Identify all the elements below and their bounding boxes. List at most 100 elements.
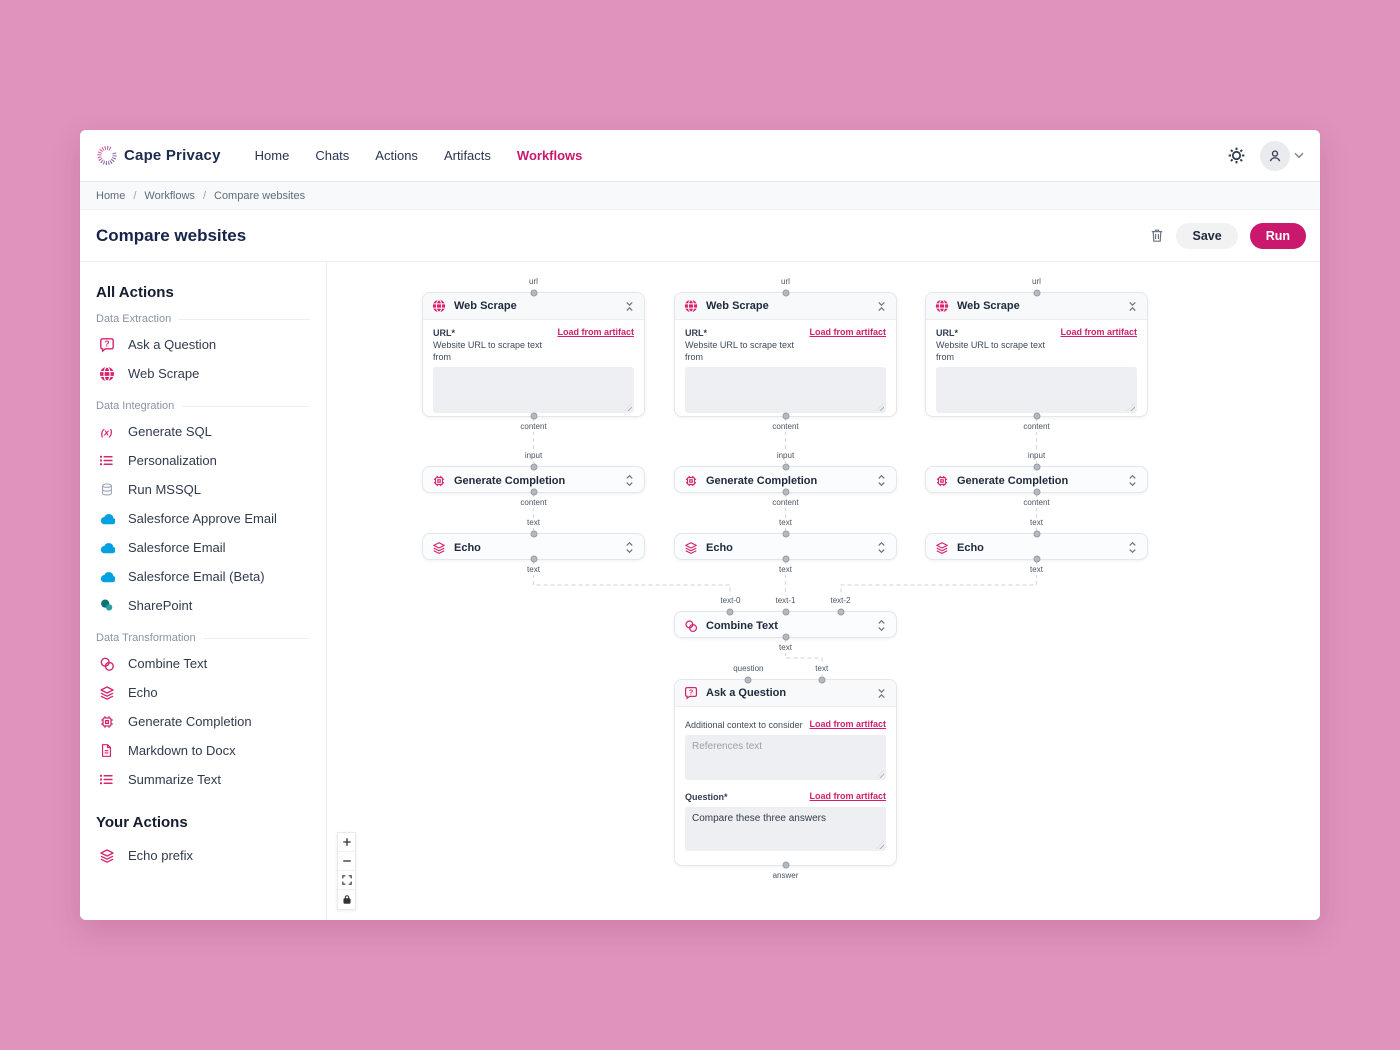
layers-icon [98,684,115,701]
sidebar-item-echo[interactable]: Echo [96,678,310,707]
output-handle[interactable] [782,633,789,641]
expand-node-button[interactable] [624,541,635,554]
output-handle[interactable] [1033,412,1040,420]
expand-node-button[interactable] [624,474,635,487]
nav-artifacts[interactable]: Artifacts [443,148,491,163]
url-textarea[interactable] [936,367,1137,413]
node-combine-text[interactable]: text-0 text-1 text-2 Combine Text text [674,596,897,653]
input-handle[interactable] [782,463,789,471]
run-button[interactable]: Run [1249,222,1306,249]
load-from-artifact-link[interactable]: Load from artifact [809,791,886,801]
input-handle[interactable] [1033,530,1040,538]
input-handle[interactable] [1033,463,1040,471]
expand-node-button[interactable] [876,619,887,632]
input-handle-text-1[interactable] [782,608,789,616]
input-handle-question[interactable] [744,676,752,684]
nav-actions[interactable]: Actions [375,148,418,163]
fit-view-button[interactable] [338,871,355,890]
top-navigation-bar: Cape Privacy Home Chats Actions Artifact… [80,130,1320,182]
collapse-node-button[interactable] [1127,300,1138,313]
sidebar-item-generate-sql[interactable]: Generate SQL [96,417,310,446]
url-textarea[interactable] [685,367,886,413]
node-generate-completion-2[interactable]: input Generate Completion content [674,451,897,508]
url-textarea[interactable] [433,367,634,413]
sidebar-item-salesforce-email-beta[interactable]: Salesforce Email (Beta) [96,562,310,591]
breadcrumb-workflows[interactable]: Workflows [144,189,195,202]
sidebar-item-personalization[interactable]: Personalization [96,446,310,475]
zoom-in-button[interactable] [338,833,355,852]
input-handle-text-2[interactable] [837,608,845,616]
output-handle[interactable] [782,412,789,420]
sidebar-item-salesforce-approve-email[interactable]: Salesforce Approve Email [96,504,310,533]
input-handle-text[interactable] [818,676,826,684]
input-handle[interactable] [1033,289,1040,297]
handle-label: input [1025,451,1048,461]
input-handle[interactable] [782,289,789,297]
sidebar-item-sharepoint[interactable]: SharePoint [96,591,310,620]
output-handle[interactable] [782,555,789,563]
user-menu[interactable] [1260,140,1304,171]
zoom-out-button[interactable] [338,852,355,871]
handle-label: question [731,664,766,674]
sidebar-item-echo-prefix[interactable]: Echo prefix [96,841,310,870]
globe-icon [98,365,115,382]
node-ask-a-question[interactable]: question text Ask a Question Additional … [674,664,897,881]
output-handle[interactable] [530,555,537,563]
collapse-node-button[interactable] [624,300,635,313]
input-handle[interactable] [782,530,789,538]
lock-button[interactable] [338,890,355,909]
sidebar-item-salesforce-email[interactable]: Salesforce Email [96,533,310,562]
field-description: Website URL to scrape text from [685,340,795,362]
sidebar-item-combine-text[interactable]: Combine Text [96,649,310,678]
output-handle[interactable] [1033,555,1040,563]
input-handle[interactable] [530,530,537,538]
sidebar-item-markdown-to-docx[interactable]: Markdown to Docx [96,736,310,765]
trash-icon [1150,228,1164,243]
brand[interactable]: Cape Privacy [96,145,221,166]
breadcrumb-home[interactable]: Home [96,189,126,202]
sidebar-item-ask-a-question[interactable]: Ask a Question [96,330,310,359]
output-handle[interactable] [782,488,789,496]
output-handle[interactable] [1033,488,1040,496]
input-handle[interactable] [530,289,537,297]
nav-workflows[interactable]: Workflows [516,148,583,163]
expand-node-button[interactable] [876,474,887,487]
sidebar-item-web-scrape[interactable]: Web Scrape [96,359,310,388]
load-from-artifact-link[interactable]: Load from artifact [809,327,886,337]
node-echo-1[interactable]: text Echo text [422,518,645,575]
save-button[interactable]: Save [1176,222,1238,249]
output-handle[interactable] [530,412,537,420]
settings-button[interactable] [1227,146,1246,165]
expand-node-button[interactable] [1127,541,1138,554]
sidebar-item-generate-completion[interactable]: Generate Completion [96,707,310,736]
node-web-scrape-2[interactable]: url Web Scrape URL* Website URL to scrap… [674,277,897,432]
load-from-artifact-link[interactable]: Load from artifact [1060,327,1137,337]
output-handle[interactable] [782,861,789,869]
collapse-node-button[interactable] [876,687,887,700]
sidebar-item-run-mssql[interactable]: Run MSSQL [96,475,310,504]
node-web-scrape-3[interactable]: url Web Scrape URL* Website URL to scrap… [925,277,1148,432]
expand-node-button[interactable] [876,541,887,554]
nav-chats[interactable]: Chats [315,148,350,163]
load-from-artifact-link[interactable]: Load from artifact [557,327,634,337]
expand-node-button[interactable] [1127,474,1138,487]
output-handle[interactable] [530,488,537,496]
node-echo-2[interactable]: text Echo text [674,518,897,575]
load-from-artifact-link[interactable]: Load from artifact [809,719,886,729]
node-generate-completion-3[interactable]: input Generate Completion content [925,451,1148,508]
handle-label: text [777,643,794,653]
nav-home[interactable]: Home [254,148,290,163]
database-icon [98,481,115,498]
collapse-node-button[interactable] [876,300,887,313]
input-handle[interactable] [530,463,537,471]
node-web-scrape-1[interactable]: url Web Scrape URL* Website URL to scrap… [422,277,645,432]
workflow-canvas[interactable]: url Web Scrape URL* Website URL to scrap… [327,262,1320,920]
delete-workflow-button[interactable] [1150,228,1164,243]
sidebar-item-summarize-text[interactable]: Summarize Text [96,765,310,794]
question-textarea[interactable]: Compare these three answers [685,807,886,851]
node-generate-completion-1[interactable]: input Generate Completion content [422,451,645,508]
input-handle-text-0[interactable] [726,608,734,616]
context-textarea[interactable] [685,735,886,780]
app-window: Cape Privacy Home Chats Actions Artifact… [80,130,1320,920]
node-echo-3[interactable]: text Echo text [925,518,1148,575]
